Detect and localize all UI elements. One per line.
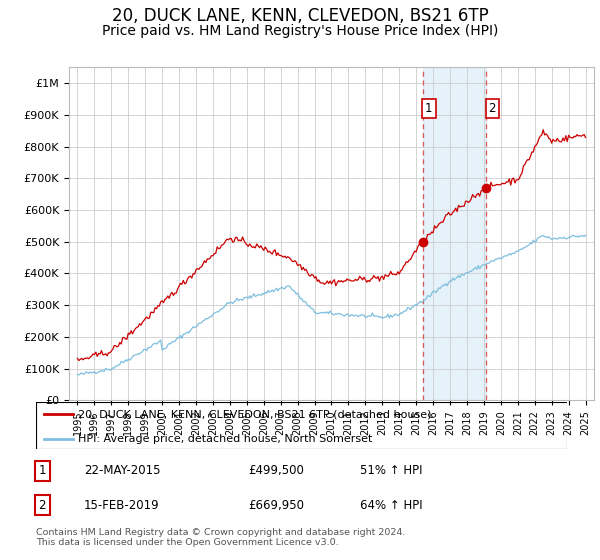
Text: 1: 1 — [38, 464, 46, 477]
Text: 20, DUCK LANE, KENN, CLEVEDON, BS21 6TP: 20, DUCK LANE, KENN, CLEVEDON, BS21 6TP — [112, 7, 488, 25]
Text: 20, DUCK LANE, KENN, CLEVEDON, BS21 6TP (detached house): 20, DUCK LANE, KENN, CLEVEDON, BS21 6TP … — [79, 409, 432, 419]
Text: 51% ↑ HPI: 51% ↑ HPI — [360, 464, 422, 477]
Text: 22-MAY-2015: 22-MAY-2015 — [84, 464, 160, 477]
Text: HPI: Average price, detached house, North Somerset: HPI: Average price, detached house, Nort… — [79, 433, 373, 444]
Text: £669,950: £669,950 — [248, 498, 304, 512]
Text: 2: 2 — [488, 102, 496, 115]
Text: 1: 1 — [425, 102, 433, 115]
Bar — [422, 67, 486, 400]
Text: 64% ↑ HPI: 64% ↑ HPI — [360, 498, 422, 512]
Text: £499,500: £499,500 — [248, 464, 304, 477]
Text: Price paid vs. HM Land Registry's House Price Index (HPI): Price paid vs. HM Land Registry's House … — [102, 24, 498, 38]
Text: 2: 2 — [38, 498, 46, 512]
Text: Contains HM Land Registry data © Crown copyright and database right 2024.
This d: Contains HM Land Registry data © Crown c… — [36, 528, 406, 547]
Text: 15-FEB-2019: 15-FEB-2019 — [84, 498, 160, 512]
